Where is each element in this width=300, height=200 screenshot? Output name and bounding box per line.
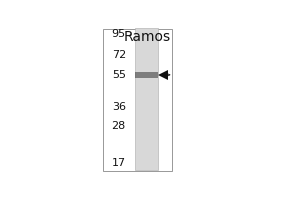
Text: 55: 55 (112, 70, 126, 80)
Text: 95: 95 (112, 29, 126, 39)
Text: 72: 72 (112, 50, 126, 60)
Text: 28: 28 (112, 121, 126, 131)
Bar (103, 29, 172, 171)
Bar (135, 72, 158, 78)
Text: 17: 17 (112, 158, 126, 168)
Text: Ramos: Ramos (123, 30, 170, 44)
Text: 36: 36 (112, 102, 126, 112)
Bar (135, 28, 158, 170)
